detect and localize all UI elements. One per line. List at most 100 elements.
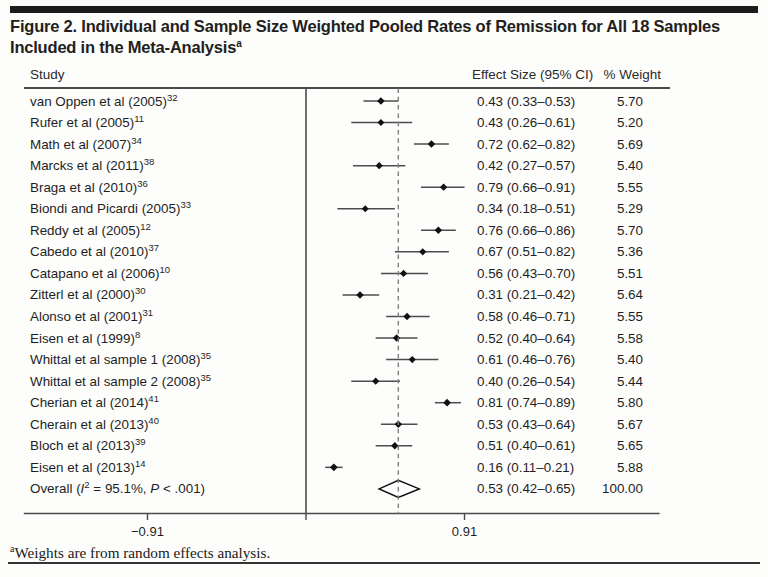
study-row-label: Eisen et al (2013)14 [30, 458, 146, 477]
axis-tick-label: −0.91 [107, 522, 187, 541]
study-row-label: Cherian et al (2014)41 [30, 393, 159, 412]
effect-marker [356, 291, 363, 298]
study-reference-sup: 8 [135, 328, 140, 339]
effect-marker [409, 356, 416, 363]
effect-marker [372, 378, 379, 385]
overall-pooled-diamond [379, 480, 419, 497]
weight-text: 5.40 [565, 156, 643, 175]
effect-size-text: 0.51 (0.40–0.61) [477, 436, 575, 455]
weight-text: 5.20 [565, 113, 643, 132]
study-reference-sup: 30 [135, 285, 146, 296]
effect-size-text: 0.53 (0.43–0.64) [477, 415, 575, 434]
effect-marker [400, 270, 407, 277]
weight-text: 5.51 [565, 264, 643, 283]
effect-size-text: 0.58 (0.46–0.71) [477, 307, 575, 326]
study-name: van Oppen et al (2005) [30, 94, 167, 109]
study-name: Eisen et al (2013) [30, 460, 135, 475]
study-name: Catapano et al (2006) [30, 266, 160, 281]
study-row-label: Cherain et al (2013)40 [30, 415, 159, 434]
study-reference-sup: 41 [148, 393, 159, 404]
study-row-label: Marcks et al (2011)38 [30, 156, 154, 175]
study-reference-sup: 40 [148, 414, 159, 425]
effect-size-text: 0.42 (0.27–0.57) [477, 156, 575, 175]
axis-tick-label: 0.91 [425, 522, 505, 541]
study-reference-sup: 36 [137, 177, 148, 188]
overall-label-suffix: < .001) [159, 481, 205, 496]
study-reference-sup: 39 [135, 436, 146, 447]
weight-text: 5.29 [565, 199, 643, 218]
weight-text: 5.36 [565, 242, 643, 261]
overall-effect-size-text: 0.53 (0.42–0.65) [477, 479, 575, 498]
effect-marker [435, 227, 443, 235]
study-name: Biondi and Picardi (2005) [30, 201, 180, 216]
study-row-label: Biondi and Picardi (2005)33 [30, 199, 191, 218]
study-name: Zitterl et al (2000) [30, 287, 135, 302]
study-name: Eisen et al (1999) [30, 331, 135, 346]
study-name: Marcks et al (2011) [30, 158, 144, 173]
study-reference-sup: 38 [144, 156, 155, 167]
weight-text: 5.58 [565, 329, 643, 348]
study-row-label: Braga et al (2010)36 [30, 178, 148, 197]
study-row-label: Bloch et al (2013)39 [30, 436, 146, 455]
study-name: Bloch et al (2013) [30, 438, 135, 453]
weight-text: 5.64 [565, 285, 643, 304]
effect-size-text: 0.43 (0.26–0.61) [477, 113, 575, 132]
study-reference-sup: 14 [135, 457, 146, 468]
weight-text: 5.70 [565, 221, 643, 240]
study-name: Cherian et al (2014) [30, 395, 148, 410]
weight-text: 5.70 [565, 92, 643, 111]
figure-bottom-rule [8, 562, 760, 564]
study-name: Math et al (2007) [30, 137, 131, 152]
study-reference-sup: 37 [148, 242, 159, 253]
weight-text: 5.80 [565, 393, 643, 412]
study-row-label: Rufer et al (2005)11 [30, 113, 144, 132]
study-row-label: Whittal et al sample 1 (2008)35 [30, 350, 211, 369]
effect-marker [377, 97, 385, 105]
study-name: Reddy et al (2005) [30, 223, 140, 238]
effect-marker [377, 119, 384, 126]
study-reference-sup: 11 [134, 113, 144, 124]
effect-size-text: 0.67 (0.51–0.82) [477, 242, 575, 261]
weight-text: 5.44 [565, 372, 643, 391]
overall-label-prefix: Overall ( [30, 481, 81, 496]
effect-marker [393, 334, 400, 341]
study-name: Braga et al (2010) [30, 180, 137, 195]
study-row-label: Whittal et al sample 2 (2008)35 [30, 372, 211, 391]
study-row-label: Zitterl et al (2000)30 [30, 285, 146, 304]
weight-text: 5.40 [565, 350, 643, 369]
effect-size-text: 0.52 (0.40–0.64) [477, 329, 575, 348]
effect-size-text: 0.43 (0.33–0.53) [477, 92, 575, 111]
figure-2-forest-plot: Figure 2. Individual and Sample Size Wei… [0, 0, 768, 577]
study-name: Whittal et al sample 2 (2008) [30, 374, 200, 389]
study-reference-sup: 35 [200, 371, 211, 382]
study-reference-sup: 34 [131, 134, 142, 145]
study-reference-sup: 33 [180, 199, 191, 210]
weight-text: 5.88 [565, 458, 643, 477]
study-row-label: Math et al (2007)34 [30, 135, 142, 154]
figure-footnote: aWeights are from random effects analysi… [10, 544, 270, 562]
effect-size-text: 0.34 (0.18–0.51) [477, 199, 575, 218]
study-row-label: van Oppen et al (2005)32 [30, 92, 178, 111]
study-row-label: Cabedo et al (2010)37 [30, 242, 159, 261]
effect-size-text: 0.16 (0.11–0.21) [477, 458, 574, 477]
study-reference-sup: 32 [167, 91, 178, 102]
weight-text: 5.55 [565, 178, 643, 197]
weight-text: 5.69 [565, 135, 643, 154]
study-reference-sup: 10 [160, 263, 171, 274]
effect-marker [443, 399, 451, 407]
study-name: Whittal et al sample 1 (2008) [30, 352, 200, 367]
study-name: Cherain et al (2013) [30, 417, 148, 432]
effect-marker [362, 205, 369, 212]
effect-marker [428, 140, 436, 148]
study-reference-sup: 31 [142, 307, 153, 318]
effect-size-text: 0.40 (0.26–0.54) [477, 372, 575, 391]
study-reference-sup: 35 [200, 350, 211, 361]
effect-size-text: 0.76 (0.66–0.86) [477, 221, 575, 240]
study-name: Cabedo et al (2010) [30, 244, 148, 259]
overall-label-mid: = 95.1%, [90, 481, 151, 496]
weight-text: 5.67 [565, 415, 643, 434]
effect-size-text: 0.61 (0.46–0.76) [477, 350, 575, 369]
study-row-label: Catapano et al (2006)10 [30, 264, 170, 283]
footnote-text: Weights are from random effects analysis… [14, 544, 270, 561]
overall-weight-text: 100.00 [565, 479, 643, 498]
